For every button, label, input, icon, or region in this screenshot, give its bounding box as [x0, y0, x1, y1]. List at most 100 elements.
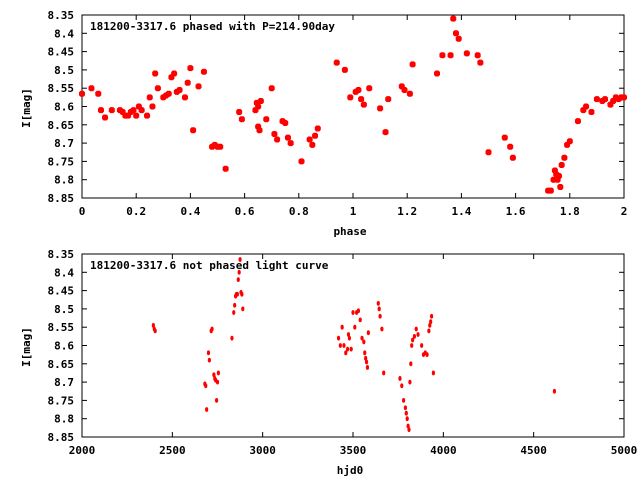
data-point [344, 350, 348, 356]
y-tick-label: 8.35 [48, 248, 75, 261]
data-point [401, 87, 408, 94]
x-tick-label: 1.6 [506, 205, 526, 218]
x-tick-label: 3500 [340, 444, 367, 457]
data-point [377, 306, 381, 312]
data-point [558, 162, 565, 169]
data-point [407, 427, 411, 433]
data-point [268, 85, 275, 92]
x-tick-label: 0.6 [235, 205, 255, 218]
data-point [366, 85, 373, 92]
data-point [151, 322, 155, 328]
y-tick-label: 8.45 [48, 46, 75, 59]
data-point [364, 355, 368, 361]
y-axis-ticks: 8.35 8.4 8.45 8.5 8.55 8.6 8.65 8.7 8.75 8.8 8.85 [48, 248, 624, 444]
data-point [403, 405, 407, 411]
data-point [312, 132, 319, 139]
data-point [404, 410, 408, 416]
data-point [429, 319, 433, 325]
data-point [79, 90, 85, 97]
data-point [561, 154, 568, 161]
data-point [95, 90, 102, 97]
data-point [207, 357, 211, 363]
chart-title: 181200-3317.6 phased with P=214.90day [90, 20, 335, 33]
data-point [241, 306, 245, 312]
x-tick-label: 0.8 [289, 205, 309, 218]
data-point [400, 383, 404, 389]
data-point [362, 339, 366, 345]
data-point [439, 52, 446, 59]
data-point [429, 313, 434, 319]
y-tick-label: 8.4 [54, 266, 74, 279]
data-point [420, 343, 424, 348]
data-point [340, 324, 344, 330]
data-point [181, 94, 188, 101]
data-point [274, 136, 281, 143]
data-point [133, 112, 140, 119]
data-point [583, 103, 590, 110]
y-axis-label: I[mag] [20, 88, 33, 128]
y-tick-label: 8.6 [54, 101, 74, 114]
data-point [205, 407, 209, 412]
data-point [314, 125, 321, 132]
data-point [345, 346, 350, 352]
data-point [356, 308, 361, 314]
x-tick-label: 2500 [159, 444, 186, 457]
x-tick-label: 0.2 [126, 205, 146, 218]
data-point [237, 269, 241, 275]
data-point [217, 143, 224, 150]
y-tick-label: 8.8 [54, 174, 74, 187]
data-point [346, 332, 351, 337]
x-tick-label: 0 [79, 205, 86, 218]
x-tick-label: 1.8 [560, 205, 580, 218]
data-point [382, 370, 386, 376]
data-points [79, 15, 627, 194]
data-point [349, 346, 353, 352]
x-axis-ticks: 0 0.2 0.4 0.6 0.8 1 1.2 1.4 1.6 1.8 2 [79, 15, 627, 218]
data-point [382, 129, 389, 136]
data-point [171, 70, 178, 77]
data-point [184, 79, 191, 86]
data-point [555, 173, 562, 180]
plot-frame [81, 14, 625, 199]
data-point [233, 302, 237, 308]
data-point [88, 85, 95, 92]
data-point [412, 333, 417, 339]
data-point [287, 140, 294, 147]
y-tick-label: 8.7 [54, 376, 74, 389]
data-point [338, 343, 342, 348]
data-point [406, 423, 410, 429]
data-point [333, 59, 340, 66]
data-point [552, 388, 557, 394]
data-point [238, 116, 245, 123]
data-point [165, 90, 172, 97]
data-point [256, 127, 263, 134]
data-point [380, 326, 384, 332]
data-point [212, 372, 216, 378]
data-point [409, 61, 416, 68]
x-tick-label: 4000 [430, 444, 457, 457]
data-point [154, 85, 161, 92]
data-point [149, 103, 156, 110]
data-point [566, 138, 573, 145]
y-tick-label: 8.5 [54, 64, 74, 77]
x-tick-label: 2000 [69, 444, 96, 457]
y-tick-label: 8.75 [48, 394, 75, 407]
data-points [151, 257, 557, 433]
data-point [284, 134, 291, 141]
data-point [363, 350, 367, 356]
data-point [358, 96, 365, 103]
data-point [431, 370, 435, 376]
y-axis-label: I[mag] [20, 327, 33, 367]
data-point [271, 130, 278, 137]
data-point [108, 107, 115, 114]
data-point [342, 343, 346, 348]
y-axis-ticks: 8.35 8.4 8.45 8.5 8.55 8.6 8.65 8.7 8.75 8.8 8.85 [48, 9, 624, 205]
y-tick-label: 8.7 [54, 137, 74, 150]
data-point [434, 70, 441, 77]
data-point [144, 112, 151, 119]
data-point [474, 52, 481, 59]
data-point [365, 365, 370, 370]
data-point [385, 96, 392, 103]
data-point [351, 310, 355, 315]
chart-title: 181200-3317.6 not phased light curve [90, 259, 329, 272]
